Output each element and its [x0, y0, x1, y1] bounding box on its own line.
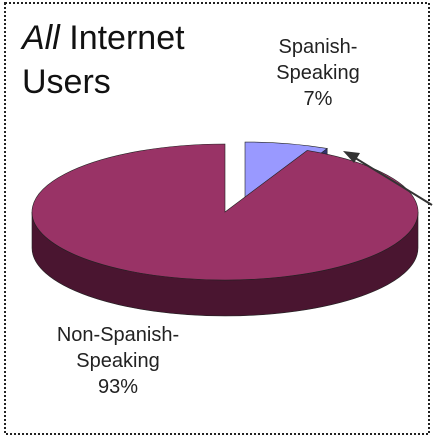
category-label: Non-Spanish-Speaking [56, 324, 180, 372]
value-label: 7% [303, 88, 333, 110]
arrow-line [351, 155, 433, 206]
title-word: Users [22, 63, 111, 101]
arrow-head [343, 151, 360, 163]
dotted-border [4, 2, 430, 435]
slice-label: Non-Spanish-Speaking 93% [28, 322, 208, 400]
title-emphasis: All [22, 19, 60, 57]
slice [31, 143, 419, 281]
pie [31, 141, 419, 317]
title-word: Internet [69, 19, 185, 57]
slice-label: Spanish-Speaking 7% [272, 34, 364, 112]
category-label: Spanish-Speaking [276, 36, 360, 84]
value-label: 93% [97, 376, 139, 398]
chart-title: All Internet Users [22, 16, 252, 104]
